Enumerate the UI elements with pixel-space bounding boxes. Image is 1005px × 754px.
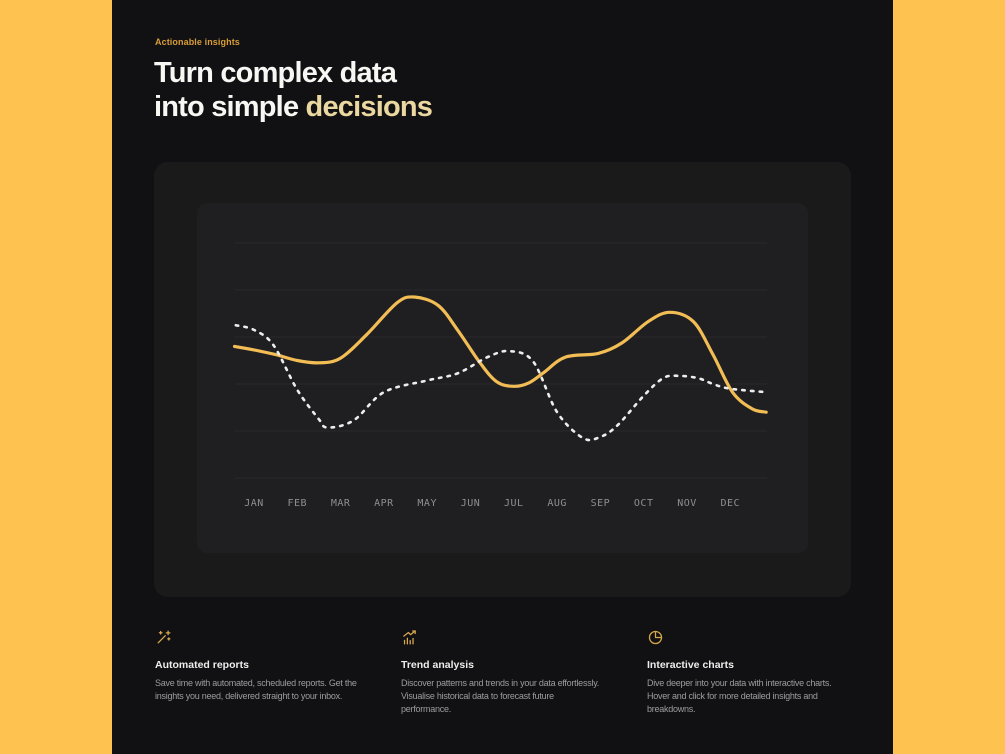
x-axis-label: JUN xyxy=(461,498,481,509)
line-chart: JAN FEB MAR APR MAY JUN JUL AUG SEP OCT NOV DEC xyxy=(232,242,768,509)
x-axis-label: JUL xyxy=(504,498,524,509)
feature-description: Discover patterns and trends in your dat… xyxy=(401,678,600,714)
x-axis-label: DEC xyxy=(721,498,741,509)
feature-interactive-charts: Interactive charts Dive deeper into your… xyxy=(647,629,893,716)
trend-chart-icon xyxy=(401,629,418,646)
x-axis-label: SEP xyxy=(591,498,611,509)
heading-accent-word: decisions xyxy=(305,91,433,123)
feature-description: Dive deeper into your data with interact… xyxy=(647,678,832,714)
x-axis-label: NOV xyxy=(677,498,697,509)
x-axis-label: OCT xyxy=(634,498,654,509)
x-axis-label: FEB xyxy=(288,498,308,509)
heading-line2-prefix: into simple xyxy=(154,91,306,123)
right-accent-strip xyxy=(893,0,1005,754)
feature-title: Trend analysis xyxy=(401,659,474,671)
chart-card: JAN FEB MAR APR MAY JUN JUL AUG SEP OCT NOV DEC xyxy=(197,203,808,553)
feature-title: Automated reports xyxy=(155,659,249,671)
features-row: Automated reports Save time with automat… xyxy=(155,629,893,716)
chart-hero-section: JAN FEB MAR APR MAY JUN JUL AUG SEP OCT NOV DEC xyxy=(154,162,851,597)
pie-chart-icon xyxy=(647,629,664,646)
left-accent-strip xyxy=(0,0,112,754)
x-axis-label: MAR xyxy=(331,498,351,509)
x-axis-label: APR xyxy=(374,498,394,509)
page-title: Turn complex data into simple decisions xyxy=(154,56,433,124)
feature-title: Interactive charts xyxy=(647,659,734,671)
wand-sparkles-icon xyxy=(155,629,172,646)
heading-line1: Turn complex data xyxy=(154,57,397,89)
x-axis-label: MAY xyxy=(417,498,437,509)
feature-description: Save time with automated, scheduled repo… xyxy=(155,678,357,701)
feature-automated-reports: Automated reports Save time with automat… xyxy=(155,629,401,716)
secondary-trend-line xyxy=(234,323,768,442)
eyebrow-label: Actionable insights xyxy=(155,37,240,47)
x-axis-label: AUG xyxy=(547,498,567,509)
feature-trend-analysis: Trend analysis Discover patterns and tre… xyxy=(401,629,647,716)
primary-trend-line xyxy=(232,295,768,414)
dark-content-panel: Actionable insights Turn complex data in… xyxy=(112,0,893,754)
x-axis-label: JAN xyxy=(244,498,264,509)
